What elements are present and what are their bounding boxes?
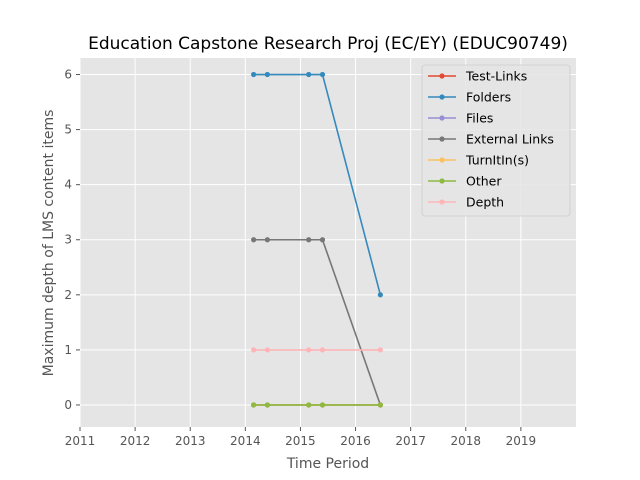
data-point [251,347,257,353]
legend-label: Files [466,111,493,126]
legend-item: TurnItIn(s) [428,153,529,168]
data-point [319,402,326,408]
y-tick-label: 6 [64,68,72,82]
data-point [319,71,326,78]
data-point [377,292,383,298]
data-point [319,347,326,353]
data-point [264,237,270,243]
data-point [264,402,270,408]
series-group [251,71,383,408]
legend-label: External Links [466,132,554,147]
legend-label: Depth [466,195,504,210]
legend-item: External Links [428,132,554,147]
legend-label: Test-Links [465,69,527,84]
y-tick-label: 0 [64,398,72,412]
legend-label: Folders [466,90,511,105]
x-tick-label: 2013 [175,434,206,448]
axis-ticks: 2011 2012 2013 2014 2015 2016 2017 2018 2019 0 1 2 3… [64,68,536,448]
legend-box [421,64,571,217]
x-tick-label: 2017 [395,434,426,448]
x-tick-label: 2011 [65,434,96,448]
legend-label: TurnItIn(s) [465,153,529,168]
legend-marker [439,136,445,142]
data-point [306,71,312,78]
data-point [264,71,270,78]
legend-item: Test-Links [428,69,527,84]
data-point [377,347,383,353]
y-tick-label: 1 [64,343,72,357]
x-tick-label: 2014 [230,434,261,448]
y-tick-label: 4 [64,178,72,192]
legend-marker [439,94,445,100]
data-point [306,402,312,408]
data-point [251,71,257,78]
legend: Test-Links Folders Files External Links Turn… [421,64,571,217]
legend-item: Folders [428,90,511,105]
data-point [306,237,312,243]
x-tick-label: 2015 [285,434,316,448]
legend-marker [439,115,445,121]
legend-marker [439,73,445,79]
legend-marker [439,157,445,163]
x-tick-label: 2012 [120,434,151,448]
legend-label: Other [466,174,502,189]
legend-marker [439,199,445,205]
legend-item: Depth [428,195,504,210]
data-point [251,237,257,243]
chart-title: Education Capstone Research Proj (EC/EY)… [88,34,568,54]
data-point [306,347,312,353]
legend-item: Other [428,174,502,189]
x-tick-label: 2016 [340,434,371,448]
x-tick-label: 2019 [506,434,537,448]
data-point [251,402,257,408]
x-tick-label: 2018 [451,434,482,448]
data-point [264,347,270,353]
y-tick-label: 2 [64,288,72,302]
series-depth [251,347,383,353]
legend-marker [439,178,445,184]
data-point [319,237,326,243]
y-tick-label: 5 [64,123,72,137]
y-axis-label: Maximum depth of LMS content items [41,110,57,377]
x-axis-label: Time Period [286,456,369,472]
legend-item: Files [428,111,493,126]
series-folders [251,71,383,298]
series-other [251,402,383,408]
y-tick-label: 3 [64,233,72,247]
data-point [377,402,383,408]
